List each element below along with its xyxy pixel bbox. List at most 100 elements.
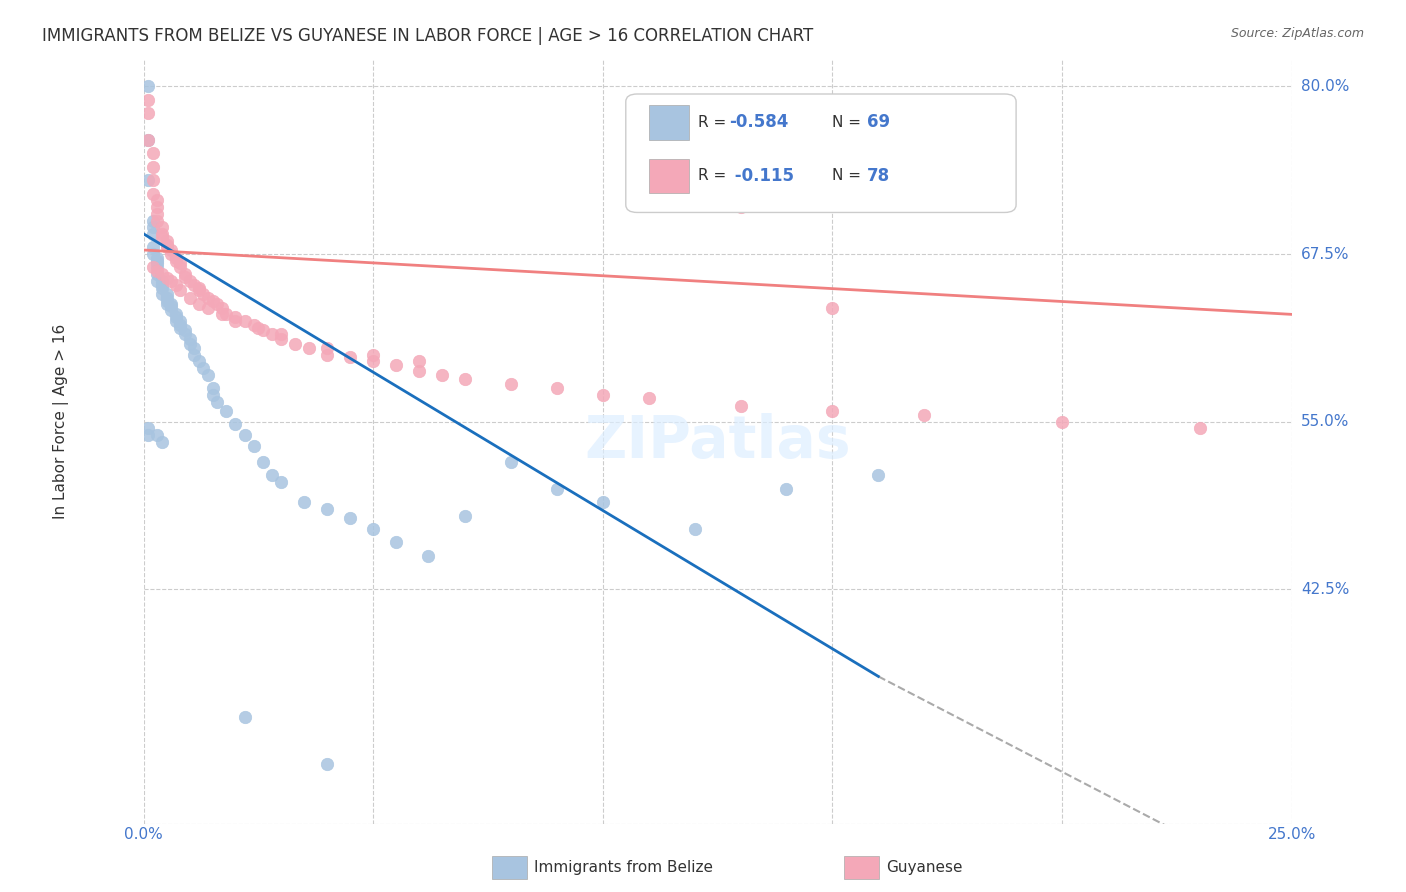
Point bbox=[193, 361, 215, 376]
Point bbox=[316, 756, 339, 771]
Point bbox=[418, 549, 440, 563]
Point bbox=[142, 146, 165, 161]
Text: -0.584: -0.584 bbox=[730, 113, 789, 131]
Point bbox=[179, 291, 201, 305]
Point bbox=[136, 93, 159, 107]
Point bbox=[270, 475, 292, 489]
Point bbox=[146, 264, 169, 278]
Point bbox=[155, 271, 177, 285]
Point bbox=[215, 404, 238, 418]
Point bbox=[142, 247, 165, 261]
Point bbox=[146, 267, 169, 281]
Point bbox=[546, 482, 568, 496]
Point bbox=[136, 428, 159, 442]
Point bbox=[247, 320, 270, 334]
Point bbox=[187, 280, 209, 294]
Point bbox=[637, 391, 659, 405]
Point bbox=[160, 247, 183, 261]
Point bbox=[211, 301, 233, 315]
Bar bbox=[648, 105, 689, 140]
Point bbox=[169, 256, 191, 270]
Text: R =: R = bbox=[699, 115, 731, 129]
Point bbox=[174, 269, 197, 284]
Point bbox=[201, 388, 224, 402]
Text: 0.0%: 0.0% bbox=[124, 827, 163, 841]
Point bbox=[150, 280, 173, 294]
Point bbox=[142, 173, 165, 187]
Point bbox=[205, 394, 228, 409]
Point bbox=[169, 318, 191, 332]
Point bbox=[150, 227, 173, 241]
Point bbox=[339, 351, 361, 365]
Point bbox=[233, 428, 256, 442]
Point bbox=[146, 260, 169, 275]
Point bbox=[197, 301, 219, 315]
Point bbox=[165, 310, 187, 324]
Bar bbox=[648, 159, 689, 194]
Point bbox=[136, 133, 159, 147]
Point bbox=[136, 133, 159, 147]
Point bbox=[155, 291, 177, 305]
Point bbox=[912, 408, 935, 422]
Point bbox=[361, 348, 384, 362]
Point bbox=[183, 341, 205, 355]
Point bbox=[146, 256, 169, 270]
Point bbox=[270, 331, 292, 345]
Point bbox=[136, 79, 159, 94]
Text: 80.0%: 80.0% bbox=[1301, 78, 1350, 94]
Point bbox=[197, 291, 219, 305]
FancyBboxPatch shape bbox=[626, 94, 1017, 212]
Point bbox=[270, 327, 292, 342]
Point bbox=[136, 106, 159, 120]
Point bbox=[155, 287, 177, 301]
Point bbox=[142, 160, 165, 174]
Point bbox=[262, 327, 284, 342]
Point bbox=[187, 296, 209, 310]
Point bbox=[215, 307, 238, 321]
Point bbox=[546, 381, 568, 395]
Point bbox=[136, 421, 159, 435]
Point bbox=[197, 368, 219, 382]
Point bbox=[146, 428, 169, 442]
Text: N =: N = bbox=[832, 115, 866, 129]
Point bbox=[316, 348, 339, 362]
Point bbox=[298, 341, 321, 355]
Point bbox=[262, 468, 284, 483]
Point bbox=[155, 237, 177, 252]
Point bbox=[201, 293, 224, 308]
Point bbox=[183, 277, 205, 292]
Point bbox=[385, 359, 408, 373]
Point bbox=[146, 207, 169, 221]
Text: -0.115: -0.115 bbox=[730, 167, 794, 185]
Point bbox=[252, 323, 274, 337]
Point bbox=[201, 381, 224, 395]
Point bbox=[146, 213, 169, 227]
Point bbox=[146, 253, 169, 268]
Text: In Labor Force | Age > 16: In Labor Force | Age > 16 bbox=[53, 324, 69, 519]
Text: 67.5%: 67.5% bbox=[1301, 246, 1350, 261]
Point bbox=[179, 331, 201, 345]
Point bbox=[165, 307, 187, 321]
Point bbox=[775, 482, 797, 496]
Point bbox=[499, 455, 522, 469]
Point bbox=[730, 200, 752, 214]
Point bbox=[284, 337, 307, 351]
Point bbox=[499, 377, 522, 392]
Point bbox=[146, 274, 169, 288]
Point bbox=[165, 251, 187, 265]
Point bbox=[142, 186, 165, 201]
Point bbox=[683, 522, 706, 536]
Point bbox=[339, 511, 361, 525]
Point bbox=[316, 341, 339, 355]
Point bbox=[155, 234, 177, 248]
Point bbox=[224, 310, 246, 324]
Point bbox=[142, 220, 165, 235]
Point bbox=[454, 372, 477, 386]
Point bbox=[224, 417, 246, 432]
Point bbox=[169, 283, 191, 297]
Text: 55.0%: 55.0% bbox=[1301, 414, 1350, 429]
Point bbox=[146, 200, 169, 214]
Point bbox=[252, 455, 274, 469]
Point bbox=[233, 709, 256, 723]
Point bbox=[179, 337, 201, 351]
